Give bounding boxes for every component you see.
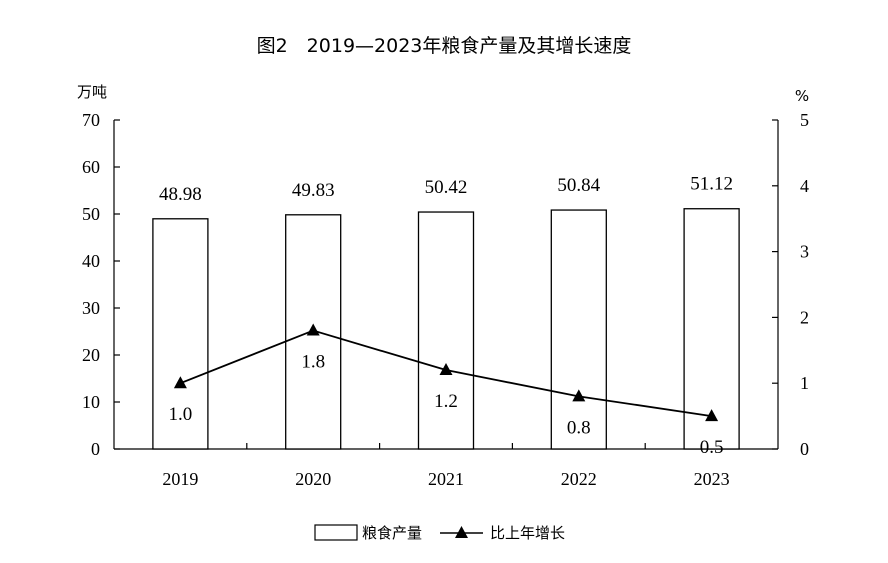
bar-value-label: 50.84 xyxy=(557,175,600,196)
right-axis-unit: % xyxy=(795,87,809,105)
legend-bar-swatch xyxy=(314,524,358,541)
x-tick-label: 2021 xyxy=(428,469,464,489)
left-tick-label: 10 xyxy=(82,392,100,412)
right-tick-label: 3 xyxy=(800,242,809,262)
line-value-label: 1.0 xyxy=(169,404,193,425)
left-tick-label: 30 xyxy=(82,298,100,318)
right-tick-label: 5 xyxy=(800,110,809,130)
line-point-marker xyxy=(439,363,453,376)
bar-value-label: 48.98 xyxy=(159,184,202,205)
left-axis-unit: 万吨 xyxy=(77,83,107,101)
left-tick-label: 20 xyxy=(82,345,100,365)
left-tick-label: 60 xyxy=(82,157,100,177)
line-point-marker xyxy=(306,323,320,336)
bar-value-label: 49.83 xyxy=(292,180,335,201)
line-point-marker xyxy=(705,409,719,422)
bar xyxy=(152,218,209,450)
bar xyxy=(683,208,740,450)
x-tick-label: 2023 xyxy=(694,469,730,489)
bar-value-label: 51.12 xyxy=(690,174,733,195)
legend-triangle-icon xyxy=(455,526,468,538)
left-tick-label: 70 xyxy=(82,110,100,130)
legend: 粮食产量 比上年增长 xyxy=(314,524,565,542)
right-tick-label: 4 xyxy=(800,176,809,196)
left-tick-label: 50 xyxy=(82,204,100,224)
bar xyxy=(417,211,475,450)
left-tick-label: 0 xyxy=(91,439,100,459)
line-value-label: 1.2 xyxy=(434,391,458,412)
chart-title: 图2 2019—2023年粮食产量及其增长速度 xyxy=(257,35,632,57)
axes: 0 10 20 30 40 50 60 70 0 1 2 3 4 5 2019 2020 2021 2022 202… xyxy=(82,110,809,489)
x-tick-label: 2020 xyxy=(295,469,331,489)
right-tick-label: 2 xyxy=(800,307,809,327)
bar xyxy=(550,209,607,450)
legend-bar-label: 粮食产量 xyxy=(362,524,422,542)
x-tick-label: 2019 xyxy=(162,469,198,489)
line-value-label: 0.8 xyxy=(567,417,591,438)
line-value-label: 0.5 xyxy=(700,437,724,458)
line-point-marker xyxy=(173,376,187,389)
right-tick-label: 1 xyxy=(800,373,809,393)
left-tick-label: 40 xyxy=(82,251,100,271)
x-tick-label: 2022 xyxy=(561,469,597,489)
line-point-marker xyxy=(572,389,586,402)
line-series: 1.0 1.8 1.2 0.8 0.5 xyxy=(169,323,724,458)
right-tick-label: 0 xyxy=(800,439,809,459)
legend-line-label: 比上年增长 xyxy=(490,524,565,542)
bar-value-label: 50.42 xyxy=(425,177,468,198)
bar-series: 48.98 49.83 50.42 50.84 51.12 xyxy=(152,174,740,450)
line-value-label: 1.8 xyxy=(301,352,325,373)
